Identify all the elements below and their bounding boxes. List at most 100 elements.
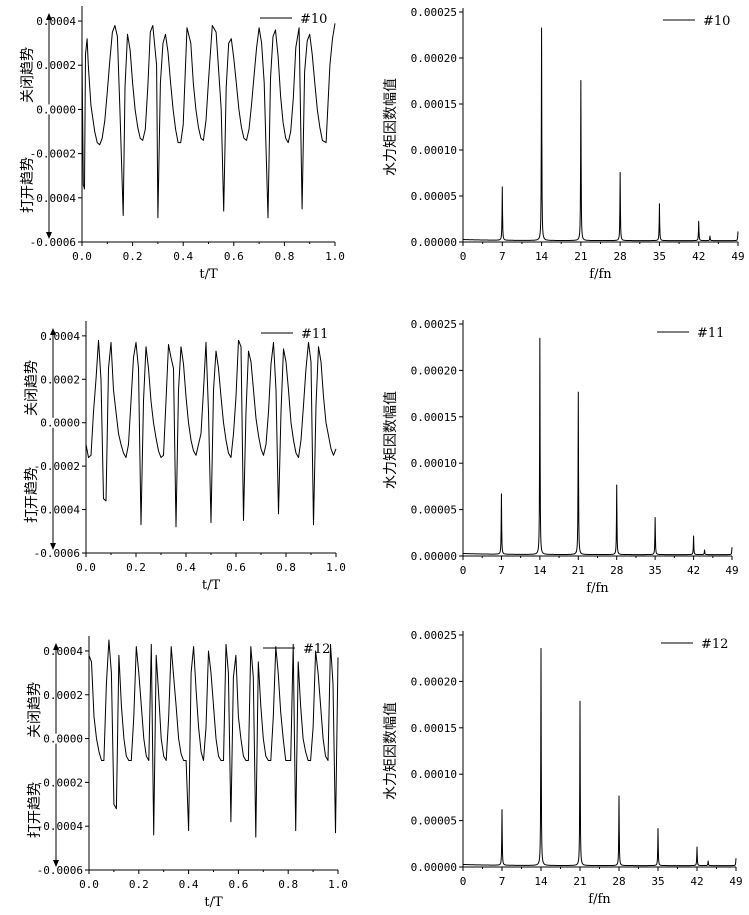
x-axis-label: f/fn (588, 892, 611, 907)
x-tick-label: 42 (690, 875, 703, 888)
x-tick-label: 0.2 (129, 878, 149, 891)
close-trend-label: 关闭趋势 (20, 47, 36, 103)
y-tick-label: 0.0002 (43, 689, 83, 702)
x-tick-label: 28 (614, 250, 627, 263)
y-tick-label: 0.00020 (411, 364, 457, 377)
spectrum-line (462, 647, 737, 867)
x-tick-label: 35 (651, 875, 664, 888)
y-tick-label: 0.0000 (43, 733, 83, 746)
y-tick-label: 0.00000 (411, 550, 457, 563)
open-trend-label: 打开趋势 (23, 467, 40, 523)
y-tick-label: -0.0004 (30, 192, 77, 205)
open-trend-arrow (46, 232, 52, 239)
chart-f11: 0 7 14 21 28 35 42 49 0.00025 0.00020 0.00015 0.000… (383, 318, 739, 596)
close-trend-arrow (46, 13, 52, 20)
x-tick-label: 14 (533, 564, 547, 577)
x-tick-label: 21 (573, 875, 586, 888)
x-tick-label: 0.4 (176, 561, 196, 574)
x-tick-label: 0 (460, 875, 467, 888)
spectrum-line (462, 27, 739, 242)
y-tick-label: 0.0000 (40, 417, 80, 430)
y-tick-label: 0.00000 (411, 236, 457, 249)
y-tick-label: -0.0006 (37, 864, 83, 877)
x-tick-label: 0 (460, 564, 467, 577)
x-tick-label: 1.0 (325, 250, 345, 263)
close-trend-arrow (53, 643, 59, 650)
y-tick-label: 0.00005 (411, 190, 457, 203)
x-tick-label: 14 (535, 250, 549, 263)
y-tick-label: 0.00015 (411, 98, 457, 111)
x-tick-label: 0.2 (123, 250, 143, 263)
legend-label: #12 (701, 637, 728, 652)
x-axis-label: f/fn (589, 267, 612, 282)
x-tick-label: 1.0 (328, 878, 348, 891)
x-tick-label: 28 (610, 564, 623, 577)
x-tick-label: 42 (687, 564, 700, 577)
chart-f12: 0 7 14 21 28 35 42 49 0.00025 0.00020 0.00015 0.000… (383, 629, 743, 907)
legend-label: #12 (303, 642, 330, 657)
y-tick-label: -0.0006 (30, 236, 76, 249)
y-tick-label: -0.0002 (30, 148, 76, 161)
y-tick-label: 0.00020 (411, 675, 457, 688)
x-tick-label: 0 (460, 250, 467, 263)
open-trend-label: 打开趋势 (26, 782, 43, 838)
x-tick-label: 0.4 (173, 250, 193, 263)
x-tick-label: 0.0 (79, 878, 99, 891)
legend-label: #10 (703, 14, 730, 29)
x-tick-label: 1.0 (326, 561, 346, 574)
x-axis-label: t/T (204, 895, 223, 910)
x-tick-label: 21 (572, 564, 585, 577)
x-tick-label: 35 (653, 250, 666, 263)
y-tick-label: 0.00025 (411, 629, 457, 642)
y-tick-label: -0.0004 (37, 820, 84, 833)
y-tick-label: 0.0004 (36, 15, 76, 28)
x-axis-label: f/fn (586, 581, 609, 596)
x-tick-label: 0.8 (274, 250, 294, 263)
y-tick-label: 0.0002 (40, 373, 80, 386)
y-tick-label: 0.00010 (411, 457, 457, 470)
y-tick-label: 0.0004 (40, 330, 80, 343)
legend-label: #10 (300, 12, 327, 27)
x-tick-label: 0.0 (72, 250, 92, 263)
y-tick-label: 0.0002 (36, 59, 76, 72)
y-axis-label: 水力矩因数幅值 (383, 391, 399, 489)
y-tick-label: 0.00010 (411, 144, 457, 157)
x-tick-label: 7 (499, 250, 506, 263)
y-tick-label: 0.00015 (411, 411, 457, 424)
y-tick-label: -0.0004 (34, 504, 81, 517)
spectrum-line (462, 337, 733, 556)
x-tick-label: 49 (731, 250, 744, 263)
close-trend-label: 关闭趋势 (24, 360, 40, 416)
chart-t10: 0.0 0.2 0.4 0.6 0.8 1.0 0.0004 0.0002 0.0000 -0.0… (19, 6, 345, 282)
x-tick-label: 0.8 (278, 878, 298, 891)
x-tick-label: 21 (574, 250, 587, 263)
y-tick-label: 0.0000 (36, 103, 76, 116)
y-tick-label: -0.0006 (34, 547, 80, 560)
open-trend-arrow (50, 543, 56, 550)
x-tick-label: 7 (499, 875, 506, 888)
x-tick-label: 35 (649, 564, 662, 577)
y-tick-label: 0.00015 (411, 722, 457, 735)
x-tick-label: 42 (692, 250, 705, 263)
series-line (88, 639, 339, 838)
x-tick-label: 0.6 (226, 561, 246, 574)
x-tick-label: 0.2 (126, 561, 146, 574)
chart-t12: 0.0 0.2 0.4 0.6 0.8 1.0 0.0004 0.0002 0.0000 -0.0… (26, 636, 348, 910)
y-axis-label: 水力矩因数幅值 (383, 702, 399, 800)
y-tick-label: 0.00005 (411, 815, 457, 828)
legend-label: #11 (301, 327, 328, 342)
x-tick-label: 49 (725, 564, 738, 577)
open-trend-label: 打开趋势 (19, 157, 36, 213)
y-tick-label: 0.00000 (411, 861, 457, 874)
x-tick-label: 0.6 (224, 250, 244, 263)
x-tick-label: 0.4 (179, 878, 199, 891)
y-axis-label: 水力矩因数幅值 (383, 78, 399, 176)
x-tick-label: 0.0 (76, 561, 96, 574)
chart-t11: 0.0 0.2 0.4 0.6 0.8 1.0 0.0004 0.0002 0.0000 -0.0… (23, 321, 346, 593)
y-tick-label: -0.0002 (37, 776, 83, 789)
y-tick-label: 0.0004 (43, 645, 83, 658)
x-tick-label: 0.8 (276, 561, 296, 574)
y-tick-label: 0.00025 (411, 6, 457, 19)
y-tick-label: 0.00010 (411, 768, 457, 781)
